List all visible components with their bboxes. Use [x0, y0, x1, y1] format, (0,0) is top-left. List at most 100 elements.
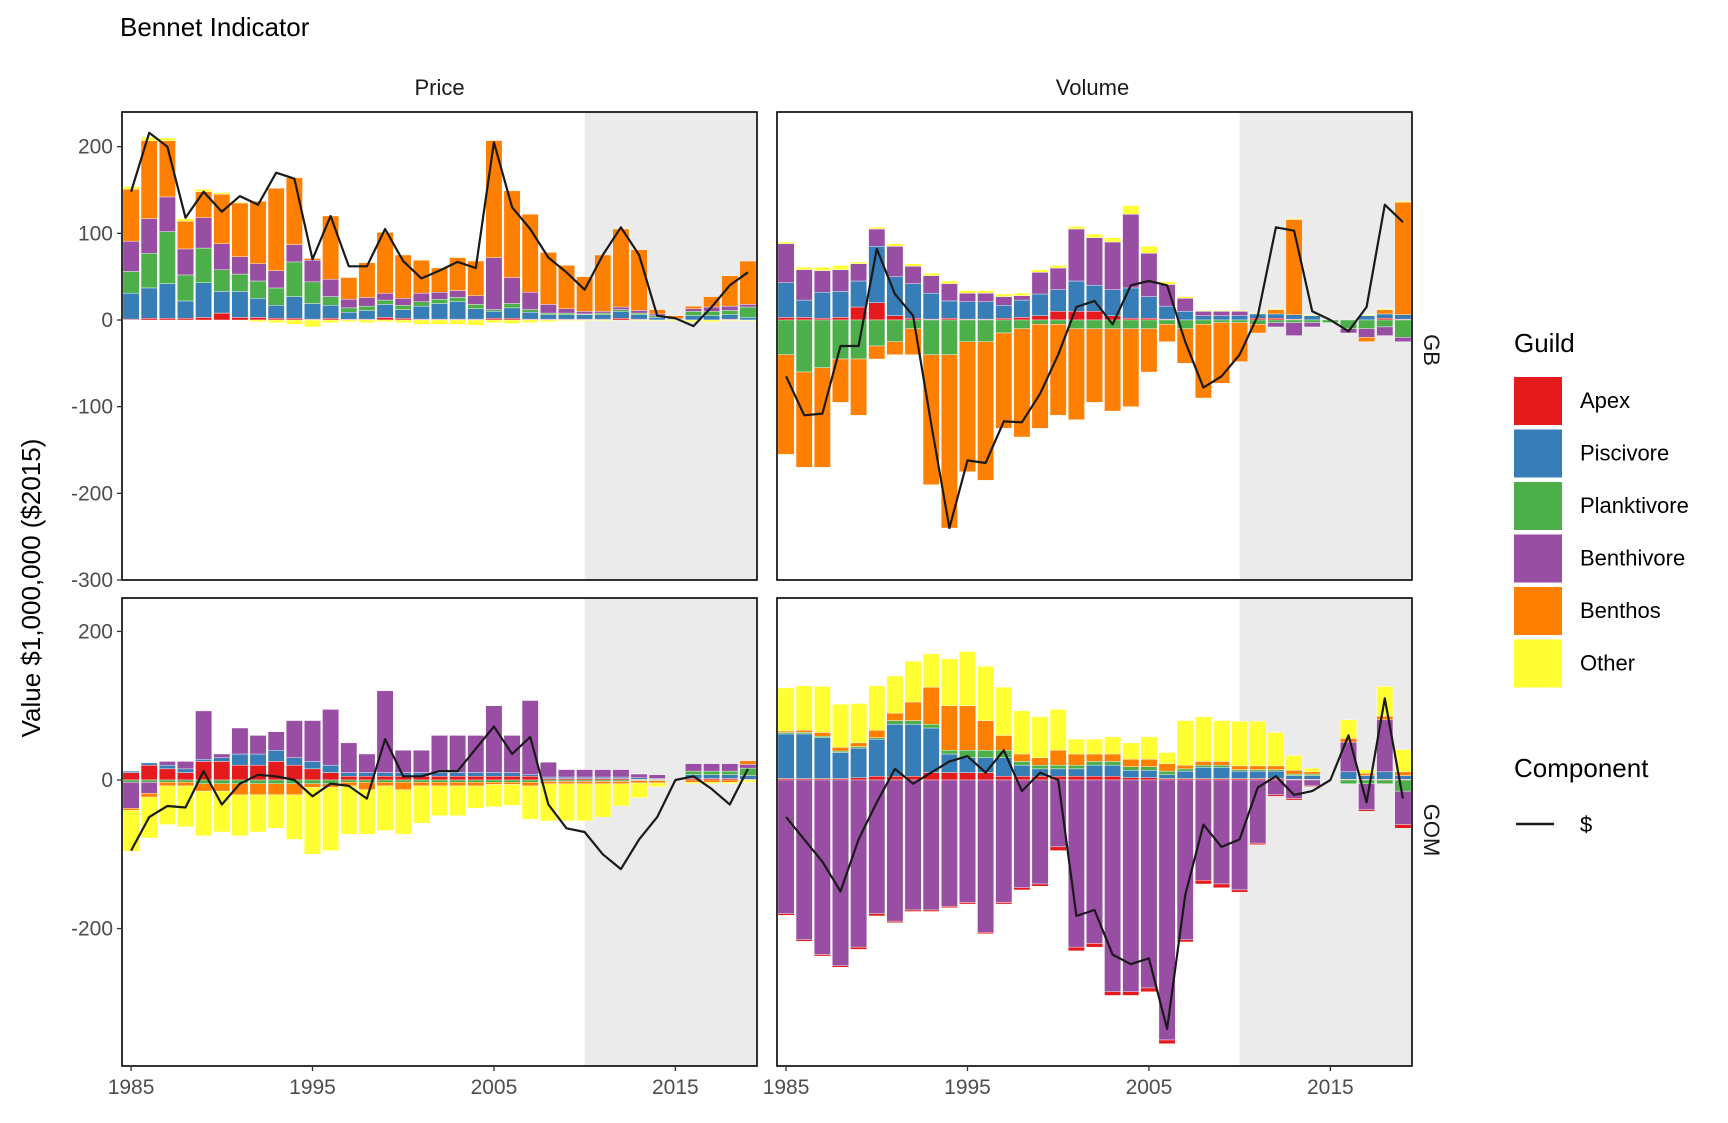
- bar-apex-1987: [813, 318, 831, 321]
- bar-apex-1993: [267, 318, 285, 321]
- bar-planktivore-2016: [685, 770, 702, 775]
- bar-benthivore-1999: [1031, 272, 1049, 295]
- bar-other-2013: [1285, 755, 1303, 771]
- bar-benthos-1985: [122, 188, 140, 242]
- bar-benthos-1988: [832, 747, 849, 752]
- bar-benthivore-1999: [376, 292, 394, 301]
- bar-benthivore-1995: [959, 779, 976, 903]
- bar-benthos-2010: [1231, 322, 1249, 362]
- bar-benthivore-1991: [886, 246, 904, 277]
- bar-apex-2004: [1122, 777, 1140, 781]
- bar-benthos-2003: [1104, 328, 1122, 412]
- facet-col-label-volume: Volume: [1056, 75, 1129, 100]
- bar-piscivore-2008: [539, 776, 557, 779]
- bar-planktivore-2012: [612, 309, 630, 312]
- bar-benthivore-1999: [1031, 779, 1049, 885]
- bar-other-2004: [467, 785, 485, 809]
- bar-benthivore-2009: [1213, 311, 1230, 316]
- bar-apex-1987: [813, 778, 831, 781]
- bar-benthos-2011: [594, 781, 612, 784]
- bar-benthos-1992: [249, 783, 267, 796]
- bar-other-1991: [886, 243, 904, 247]
- bar-benthivore-1996: [322, 279, 340, 297]
- bar-benthos-2012: [1267, 309, 1285, 315]
- bar-benthos-2011: [594, 254, 612, 312]
- bar-benthivore-2019: [739, 304, 757, 308]
- bar-other-2007: [521, 319, 539, 323]
- panel-gb-volume: [776, 111, 1413, 581]
- bar-benthos-2018: [1376, 715, 1394, 721]
- panel-border: [121, 597, 758, 1067]
- bar-benthivore-1992: [249, 263, 267, 282]
- bar-piscivore-2000: [1049, 768, 1067, 777]
- bar-other-1994: [285, 794, 303, 840]
- bar-other-2002: [431, 319, 448, 325]
- bar-apex-2007: [1176, 778, 1194, 781]
- bar-apex-1996: [322, 772, 340, 781]
- bar-other-1988: [832, 704, 849, 748]
- bar-benthos-2016: [685, 305, 702, 309]
- bar-benthos-1985: [777, 730, 795, 733]
- bar-other-2019: [739, 779, 757, 783]
- bar-planktivore-1990: [868, 319, 886, 347]
- bar-other-2007: [1176, 296, 1194, 299]
- bar-other-1989: [850, 703, 868, 744]
- bar-benthos-2009: [558, 781, 575, 784]
- bar-benthos-2010: [576, 276, 594, 312]
- bar-other-2016: [685, 319, 702, 322]
- bar-apex-1992: [249, 317, 267, 321]
- bar-apex-2009: [1213, 883, 1230, 888]
- bar-piscivore-2002: [431, 303, 448, 320]
- panel-gom-volume: 1985 1995 2005 2015: [763, 597, 1413, 1099]
- bar-apex-1990: [213, 312, 231, 321]
- bar-planktivore-1994: [285, 261, 303, 297]
- bar-apex-1991: [231, 764, 249, 781]
- bar-benthos-1991: [886, 341, 904, 355]
- bar-piscivore-2012: [612, 311, 630, 319]
- bar-other-2002: [1086, 738, 1103, 755]
- bar-piscivore-2000: [1049, 289, 1067, 312]
- bar-planktivore-2010: [1231, 319, 1249, 323]
- bar-other-2013: [630, 782, 648, 799]
- bar-apex-1998: [1013, 317, 1031, 321]
- bar-piscivore-2000: [394, 309, 412, 319]
- bar-piscivore-2006: [503, 772, 521, 777]
- bar-apex-2018: [1376, 318, 1394, 321]
- bar-apex-2006: [503, 776, 521, 781]
- bar-planktivore-2005: [485, 779, 503, 783]
- bar-benthos-2019: [1394, 201, 1412, 315]
- bar-piscivore-1985: [777, 282, 795, 318]
- bar-benthos-2017: [703, 779, 721, 783]
- bar-other-2016: [685, 782, 702, 784]
- bar-planktivore-2018: [721, 770, 739, 775]
- bar-benthos-2006: [1158, 763, 1176, 772]
- bar-planktivore-2006: [1158, 319, 1176, 325]
- bar-benthos-1995: [959, 341, 976, 472]
- bar-piscivore-1994: [940, 300, 958, 319]
- bar-benthos-2005: [485, 782, 503, 785]
- bar-planktivore-2016: [685, 311, 702, 316]
- bar-piscivore-1996: [322, 764, 340, 773]
- bar-apex-1987: [813, 954, 831, 957]
- bar-other-1999: [376, 319, 394, 322]
- bar-piscivore-2017: [703, 315, 721, 321]
- bar-piscivore-2004: [467, 308, 485, 320]
- bar-other-2017: [703, 319, 721, 322]
- bar-benthos-1995: [304, 783, 321, 788]
- bar-other-2001: [412, 785, 430, 824]
- bar-benthivore-1992: [904, 266, 922, 284]
- bar-apex-2001: [1067, 946, 1085, 952]
- bar-benthivore-2002: [1086, 237, 1103, 286]
- bar-piscivore-1992: [904, 724, 922, 777]
- bar-benthivore-1995: [304, 720, 321, 762]
- bar-planktivore-1986: [140, 253, 158, 289]
- bar-benthos-2004: [467, 782, 485, 787]
- bar-planktivore-2018: [1376, 779, 1394, 784]
- bar-other-1997: [340, 319, 358, 322]
- bar-other-2012: [1267, 732, 1285, 767]
- bar-piscivore-1999: [376, 304, 394, 318]
- bar-planktivore-2011: [1249, 769, 1267, 772]
- bar-planktivore-2003: [1104, 761, 1122, 766]
